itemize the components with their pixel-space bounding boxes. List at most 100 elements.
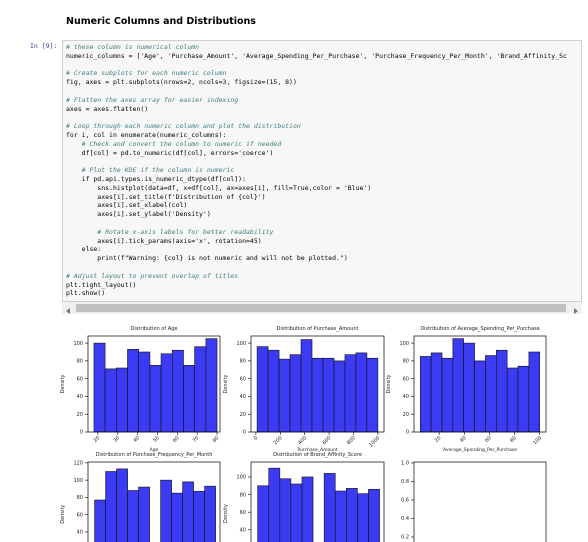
y-tick-label: 120 <box>73 461 83 467</box>
y-tick-label: 60 <box>240 510 246 516</box>
code-line: axes = axes.flatten() <box>66 104 149 113</box>
bar <box>290 483 303 542</box>
chart-title: Distribution of Purchase_Frequency_Per_M… <box>96 452 213 458</box>
y-tick-label: 60 <box>77 512 83 518</box>
y-tick-label: 0 <box>243 430 246 436</box>
y-tick-label: 100 <box>236 475 246 481</box>
code-block: # Rotate x-axis labels for better readab… <box>66 228 567 263</box>
y-tick-label: 100 <box>399 341 409 347</box>
bar <box>183 365 195 433</box>
bar <box>104 368 117 433</box>
x-tick-label: 30 <box>112 435 121 444</box>
code-line: axes[i].set_title(f'Distribution of {col… <box>66 192 266 201</box>
bar <box>323 473 336 542</box>
code-line: # Loop through each numeric column and p… <box>66 122 301 131</box>
bar <box>346 488 358 542</box>
bar <box>311 357 324 433</box>
y-tick-label: 80 <box>77 359 83 365</box>
code-block: # Adjust layout to prevent overlap of ti… <box>66 272 567 298</box>
axes-frame <box>250 461 385 542</box>
bar <box>172 349 184 433</box>
scrollbar[interactable] <box>62 302 582 314</box>
x-tick-label: 20 <box>434 435 443 444</box>
code-line: print(f"Warning: {col} is not numeric an… <box>66 254 348 263</box>
bar <box>149 365 162 433</box>
bar <box>257 485 270 542</box>
code-cell[interactable]: # these column is numerical column numeri… <box>62 40 582 302</box>
x-tick-label: 50 <box>152 435 161 444</box>
y-tick-label: 60 <box>77 376 83 382</box>
bar <box>94 499 106 542</box>
bar <box>279 478 292 542</box>
heading: Numeric Columns and Distributions <box>66 16 256 27</box>
bar <box>506 367 519 433</box>
x-tick-label: 60 <box>172 435 181 444</box>
y-tick-label: 60 <box>403 376 409 382</box>
axes-frame <box>413 335 547 433</box>
x-tick-label: 70 <box>192 435 201 444</box>
bar <box>182 481 194 542</box>
bar <box>517 365 530 433</box>
y-tick-label: 80 <box>240 492 246 498</box>
y-tick-label: 100 <box>73 478 83 484</box>
y-tick-label: 100 <box>236 341 246 347</box>
x-axis-label: Average_Spending_Per_Purchase <box>443 447 517 453</box>
chart-title: Distribution of Purchase_Amount <box>276 326 358 332</box>
x-tick-label: 0 <box>253 435 259 441</box>
y-tick-label: 0.2 <box>401 535 409 541</box>
y-axis-label: Density <box>386 374 392 393</box>
code-line: plt.tight_layout() <box>66 280 137 289</box>
y-tick-label: 40 <box>77 394 83 400</box>
code-line: # Flatten the axes array for easier inde… <box>66 95 239 104</box>
bar <box>160 353 173 433</box>
code-block: # Flatten the axes array for easier inde… <box>66 96 567 114</box>
y-tick-label: 80 <box>403 359 409 365</box>
bar <box>355 352 368 433</box>
code-line: numeric_columns = ['Age', 'Purchase_Amou… <box>66 51 567 60</box>
chart-title: Distribution of Average_Spending_Per_Pur… <box>420 326 539 332</box>
bar <box>463 342 475 433</box>
code-line: # Create subplots for each numeric colum… <box>66 69 227 78</box>
y-tick-label: 20 <box>403 412 409 418</box>
bar <box>127 349 139 433</box>
code-line: # Rotate x-axis labels for better readab… <box>66 227 274 236</box>
bar <box>171 492 183 542</box>
x-tick-label: 200 <box>273 435 284 446</box>
chart-title: Distribution of Brand_Affinity_Score <box>273 452 362 458</box>
bar <box>301 476 314 542</box>
bar <box>300 339 313 433</box>
code-block: # these column is numerical column numeri… <box>66 43 567 61</box>
y-tick-label: 1.0 <box>401 461 409 467</box>
y-axis-label: Density <box>223 504 229 523</box>
cell-prompt: In [9]: <box>30 42 58 50</box>
x-tick-label: 40 <box>459 435 468 444</box>
y-tick-label: 80 <box>77 495 83 501</box>
y-tick-label: 60 <box>240 376 246 382</box>
code-line: # Check and convert the column to numeri… <box>66 139 282 148</box>
code-line: axes[i].set_ylabel('Density') <box>66 210 211 219</box>
y-tick-label: 40 <box>77 530 83 536</box>
scroll-thumb[interactable] <box>76 304 566 312</box>
x-tick-label: 80 <box>509 435 518 444</box>
y-tick-label: 100 <box>73 341 83 347</box>
bar <box>452 338 464 433</box>
bar <box>344 354 357 433</box>
y-tick-label: 20 <box>240 412 246 418</box>
y-tick-label: 20 <box>77 412 83 418</box>
x-tick-label: 1000 <box>368 435 381 448</box>
scroll-arrows <box>66 308 578 314</box>
bar <box>289 354 302 433</box>
code-line: df[col] = pd.to_numeric(df[col], errors=… <box>66 148 274 157</box>
axes-frame <box>87 335 221 433</box>
bar <box>322 357 335 433</box>
bar <box>193 491 205 542</box>
axes-frame <box>413 461 547 542</box>
code-line: if pd.api.types.is_numeric_dtype(df[col]… <box>66 174 247 183</box>
code-line: # Adjust layout to prevent overlap of ti… <box>66 271 239 280</box>
bar <box>334 490 347 542</box>
bar <box>474 360 486 433</box>
bar <box>267 349 280 433</box>
y-tick-label: 0.6 <box>401 498 409 504</box>
y-axis-label: Density <box>60 505 66 524</box>
